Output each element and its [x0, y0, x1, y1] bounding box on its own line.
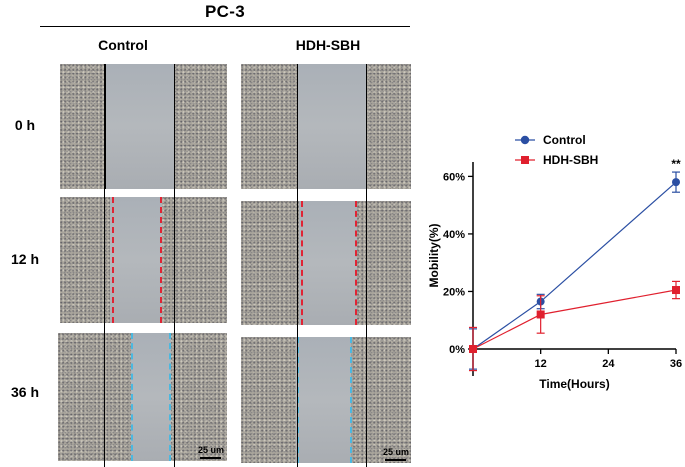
x-tick-label: 24: [602, 358, 615, 370]
reference-line-control-left: [104, 64, 105, 467]
title-underline: [40, 26, 410, 27]
micrograph-hdh-sbh-12h: [241, 201, 411, 325]
x-tick-label: 12: [535, 358, 547, 370]
data-point: [672, 286, 680, 295]
legend-marker: [521, 156, 529, 164]
reference-line-hdh-sbh-left: [297, 64, 298, 467]
micrograph-control-12h: [60, 197, 227, 323]
chart-ticks: 0% 20% 40% 60% 12 24 36: [443, 171, 682, 370]
data-point: [672, 178, 680, 187]
row-label-0h: 0 h: [14, 117, 36, 133]
series-control: [469, 171, 680, 370]
micrograph-hdh-sbh-0h: [241, 64, 411, 189]
data-point: [536, 310, 545, 319]
y-tick-label: 40%: [443, 229, 465, 241]
series-line: [472, 289, 677, 350]
y-tick-label: 0%: [449, 344, 465, 356]
y-axis-label: Mobility(%): [427, 224, 441, 288]
legend-label: HDH-SBH: [543, 153, 598, 167]
scale-bar-label-control: 25 um: [198, 445, 225, 455]
scale-bar-control: [200, 457, 221, 459]
x-axis-label: Time(Hours): [539, 377, 609, 391]
scale-bar-hdh-sbh: [385, 459, 406, 461]
micrograph-hdh-sbh-36h: 25 um: [241, 337, 411, 463]
chart-annotations: **: [671, 157, 681, 171]
row-label-36h: 36 h: [10, 384, 39, 400]
x-tick-label: 36: [670, 358, 682, 370]
significance-marker: **: [671, 157, 681, 171]
column-label-control: Control: [98, 37, 148, 53]
reference-line-control-right: [174, 64, 175, 467]
chart-series: [469, 171, 680, 372]
figure-title: PC-3: [205, 2, 245, 21]
micrograph-control-36h: 25 um: [58, 333, 227, 461]
legend-label: Control: [543, 133, 586, 147]
micrograph-control-0h: [60, 64, 227, 189]
y-tick-label: 60%: [443, 171, 465, 183]
reference-line-hdh-sbh-right: [366, 64, 367, 467]
data-point: [469, 345, 477, 353]
series-hdh-sbh: [469, 280, 680, 372]
chart-legend: Control HDH-SBH: [515, 133, 598, 167]
scale-bar-label-hdh-sbh: 25 um: [383, 447, 410, 457]
legend-marker: [520, 135, 530, 145]
series-line: [472, 181, 677, 350]
chart-axes: Mobility(%) Time(Hours): [427, 162, 676, 391]
mobility-line-chart: Control HDH-SBH Mobility(%) Time(Hours) 0…: [427, 133, 682, 391]
row-label-12h: 12 h: [10, 251, 39, 267]
y-tick-label: 20%: [443, 286, 465, 298]
column-label-hdh-sbh: HDH-SBH: [295, 37, 361, 53]
